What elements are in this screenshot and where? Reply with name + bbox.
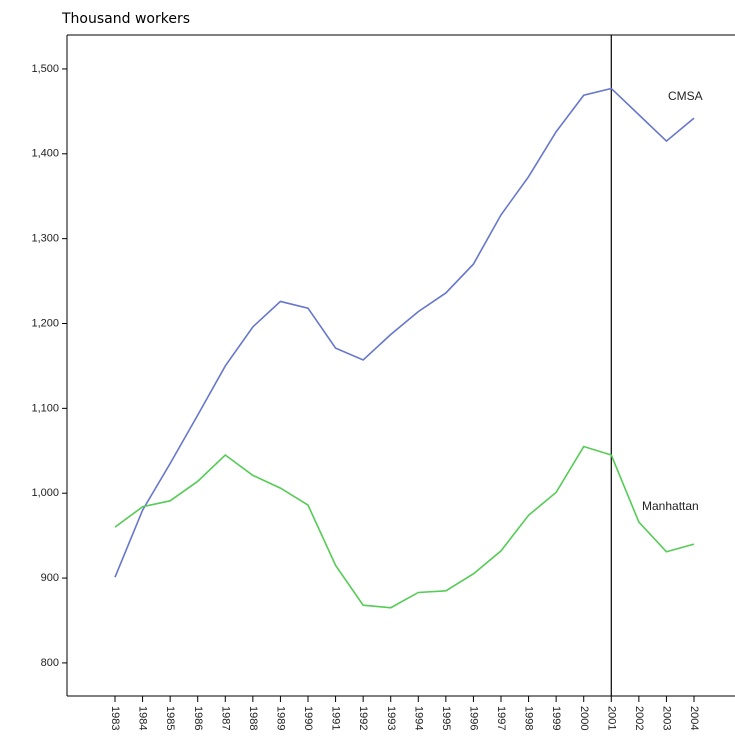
x-tick-label: 2000 bbox=[578, 706, 590, 730]
y-tick-label: 1,500 bbox=[31, 63, 59, 75]
y-tick-label: 800 bbox=[41, 657, 59, 669]
y-tick-label: 1,100 bbox=[31, 402, 59, 414]
y-tick-label: 1,000 bbox=[31, 487, 59, 499]
x-tick-label: 1995 bbox=[440, 706, 452, 730]
x-tick-label: 2002 bbox=[633, 706, 645, 730]
x-tick-label: 1987 bbox=[219, 706, 231, 730]
x-tick-label: 1992 bbox=[357, 706, 369, 730]
x-tick-label: 2003 bbox=[661, 706, 673, 730]
y-tick-label: 900 bbox=[41, 572, 59, 584]
x-tick-label: 1988 bbox=[247, 706, 259, 730]
x-tick-label: 1983 bbox=[109, 706, 121, 730]
x-tick-label: 1986 bbox=[192, 706, 204, 730]
x-tick-label: 2001 bbox=[605, 706, 617, 730]
x-tick-label: 1994 bbox=[412, 706, 424, 730]
x-tick-label: 1991 bbox=[330, 706, 342, 730]
x-tick-label: 1998 bbox=[523, 706, 535, 730]
x-tick-label: 1985 bbox=[164, 706, 176, 730]
series-label: CMSA bbox=[668, 89, 703, 103]
x-tick-label: 1999 bbox=[550, 706, 562, 730]
y-tick-label: 1,200 bbox=[31, 317, 59, 329]
series-label: Manhattan bbox=[642, 499, 699, 513]
chart-title: Thousand workers bbox=[61, 11, 190, 27]
y-tick-label: 1,300 bbox=[31, 233, 59, 245]
series-line bbox=[114, 87, 695, 578]
series-line bbox=[114, 445, 695, 609]
x-tick-label: 1996 bbox=[468, 706, 480, 730]
x-tick-label: 1989 bbox=[275, 706, 287, 730]
x-tick-label: 1984 bbox=[137, 706, 149, 730]
y-tick-label: 1,400 bbox=[31, 148, 59, 160]
x-tick-label: 1993 bbox=[385, 706, 397, 730]
x-tick-label: 1997 bbox=[495, 706, 507, 730]
x-tick-label: 2004 bbox=[688, 706, 700, 730]
x-tick-label: 1990 bbox=[302, 706, 314, 730]
